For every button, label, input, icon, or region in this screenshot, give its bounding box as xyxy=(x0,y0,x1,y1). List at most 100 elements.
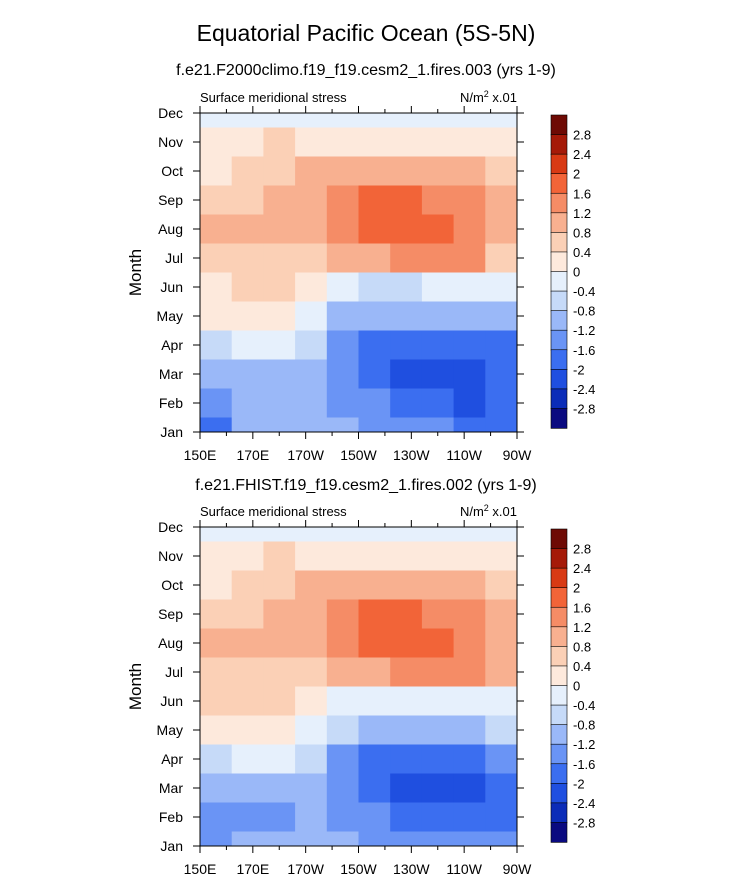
heatmap-cell xyxy=(421,127,455,158)
heatmap-cell xyxy=(326,570,360,601)
heatmap-cell xyxy=(200,599,233,630)
heatmap-cell xyxy=(295,359,328,390)
colorbar-label: 0.8 xyxy=(573,639,591,654)
heatmap-cell xyxy=(263,243,296,274)
colorbar-label: 0 xyxy=(573,679,580,694)
heatmap-cell xyxy=(421,541,455,572)
heatmap-cell xyxy=(390,527,423,543)
colorbar-label: 1.6 xyxy=(573,600,591,615)
colorbar-label: 2 xyxy=(573,167,580,182)
heatmap-cell xyxy=(231,214,264,245)
heatmap-cell xyxy=(485,628,517,659)
y-tick-label: Jul xyxy=(165,664,183,680)
x-tick-label: 150W xyxy=(340,861,377,877)
x-tick-label: 90W xyxy=(503,861,533,877)
heatmap-cell xyxy=(200,831,233,846)
colorbar-box xyxy=(550,388,568,410)
x-tick-label: 150W xyxy=(340,447,377,463)
left-string: Surface meridional stress xyxy=(200,504,347,519)
heatmap-cell xyxy=(326,243,360,274)
colorbar-box xyxy=(550,134,568,155)
heatmap-cell xyxy=(390,773,423,804)
colorbar-box xyxy=(550,724,568,745)
heatmap-cell xyxy=(263,657,296,688)
y-tick-label: May xyxy=(157,722,183,738)
heatmap-cell xyxy=(263,272,296,303)
heatmap-cell xyxy=(326,214,360,245)
x-tick-label: 150E xyxy=(184,447,217,463)
colorbar-label: 2.4 xyxy=(573,147,591,162)
heatmap-cell xyxy=(358,214,391,245)
heatmap-cell xyxy=(358,127,391,158)
colorbar-box xyxy=(550,567,568,589)
heatmap-cell xyxy=(200,243,233,274)
heatmap-cell xyxy=(390,417,423,432)
heatmap-cell xyxy=(326,113,360,129)
units-label: N/m2 x.01 xyxy=(460,89,517,105)
heatmap-cell xyxy=(485,301,517,332)
heatmap-cell xyxy=(263,388,296,419)
heatmap-cell xyxy=(485,657,517,688)
heatmap-cell xyxy=(231,301,264,332)
heatmap-cell xyxy=(231,113,264,129)
heatmap-cell xyxy=(485,715,517,746)
heatmap-cell xyxy=(358,301,391,332)
heatmap-cell xyxy=(200,773,233,804)
heatmap-cell xyxy=(390,541,423,572)
heatmap-cell xyxy=(358,802,391,833)
colorbar-box xyxy=(550,704,568,726)
heatmap-cell xyxy=(485,359,517,390)
heatmap-cell xyxy=(200,301,233,332)
heatmap-cell xyxy=(485,330,517,361)
heatmap-cell xyxy=(326,359,360,390)
y-tick-label: May xyxy=(157,308,183,324)
heatmap-cell xyxy=(390,330,423,361)
heatmap-cell xyxy=(326,417,360,432)
heatmap-cell xyxy=(358,185,391,216)
heatmap-cell xyxy=(326,330,360,361)
x-tick-label: 90W xyxy=(503,447,533,463)
heatmap-cell xyxy=(326,802,360,833)
colorbar-box xyxy=(550,408,568,429)
y-axis-label: Month xyxy=(126,663,145,710)
heatmap-cell xyxy=(453,686,486,717)
y-tick-label: Dec xyxy=(158,105,183,121)
heatmap-cell xyxy=(358,657,391,688)
heatmap-cell xyxy=(421,330,455,361)
heatmap-cell xyxy=(326,527,360,543)
heatmap-cell xyxy=(326,599,360,630)
heatmap-cell xyxy=(390,628,423,659)
heatmap-cell xyxy=(453,628,486,659)
heatmap-cell xyxy=(295,214,328,245)
heatmap-cell xyxy=(390,715,423,746)
heatmap-cell xyxy=(326,185,360,216)
heatmap-cell xyxy=(421,744,455,775)
heatmap-cell xyxy=(390,214,423,245)
heatmap-cell xyxy=(200,541,233,572)
heatmap-cell xyxy=(485,831,517,846)
heatmap-cell xyxy=(358,330,391,361)
heatmap-cell xyxy=(358,417,391,432)
heatmap-cell xyxy=(263,359,296,390)
heatmap-cell xyxy=(326,156,360,187)
y-axis-label: Month xyxy=(126,249,145,296)
colorbar-box xyxy=(550,587,568,608)
heatmap-cell xyxy=(326,628,360,659)
colorbar-label: -2.4 xyxy=(573,382,595,397)
heatmap-cell xyxy=(453,388,486,419)
heatmap-cell xyxy=(231,359,264,390)
colorbar-box xyxy=(550,310,568,331)
heatmap-cell xyxy=(358,773,391,804)
heatmap-cell xyxy=(200,527,233,543)
colorbar-box xyxy=(550,173,568,194)
heatmap-cell xyxy=(453,527,486,543)
heatmap-cell xyxy=(453,272,486,303)
colorbar-box xyxy=(550,528,568,550)
heatmap-cell xyxy=(358,599,391,630)
y-tick-label: Oct xyxy=(161,163,183,179)
heatmap-cell xyxy=(453,417,486,432)
y-tick-label: Jun xyxy=(160,693,183,709)
heatmap-cell xyxy=(295,301,328,332)
heatmap-cell xyxy=(326,272,360,303)
heatmap-cell xyxy=(200,388,233,419)
